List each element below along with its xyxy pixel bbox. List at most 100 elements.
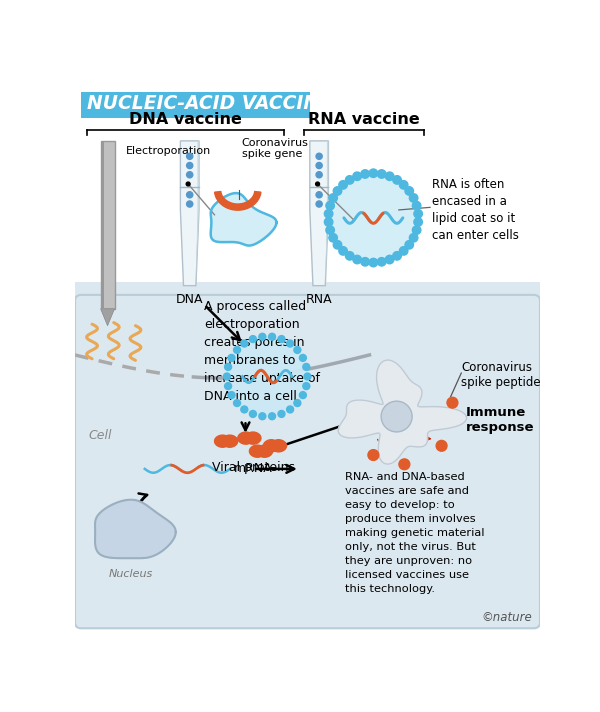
FancyBboxPatch shape <box>75 295 540 628</box>
Circle shape <box>187 172 193 178</box>
Circle shape <box>405 187 413 195</box>
Circle shape <box>294 399 301 407</box>
Circle shape <box>316 182 320 186</box>
Circle shape <box>269 413 275 419</box>
Circle shape <box>414 209 422 218</box>
Circle shape <box>287 406 293 413</box>
Circle shape <box>269 333 275 340</box>
Circle shape <box>412 226 421 234</box>
Circle shape <box>223 373 230 380</box>
Circle shape <box>325 209 333 218</box>
Circle shape <box>447 397 458 408</box>
Circle shape <box>304 373 311 380</box>
Circle shape <box>303 382 310 389</box>
FancyBboxPatch shape <box>101 141 115 309</box>
Circle shape <box>329 194 337 202</box>
Text: mRNA: mRNA <box>234 462 272 476</box>
Circle shape <box>259 333 266 340</box>
Circle shape <box>333 241 342 249</box>
Circle shape <box>224 382 232 389</box>
Text: A process called
electroporation
creates pores in
membranes to
increase uptake o: A process called electroporation creates… <box>205 300 320 402</box>
Text: Nucleus: Nucleus <box>109 569 153 579</box>
Circle shape <box>241 406 248 413</box>
Polygon shape <box>211 193 277 246</box>
Text: NUCLEIC-ACID VACCINES: NUCLEIC-ACID VACCINES <box>88 94 346 113</box>
Circle shape <box>325 218 333 226</box>
Polygon shape <box>310 141 328 286</box>
Circle shape <box>316 153 322 159</box>
Text: RNA: RNA <box>306 293 332 306</box>
Circle shape <box>385 256 394 263</box>
Circle shape <box>224 363 232 370</box>
Circle shape <box>250 335 256 342</box>
Circle shape <box>436 441 447 451</box>
Polygon shape <box>95 500 176 558</box>
Circle shape <box>241 340 248 347</box>
Circle shape <box>339 181 347 189</box>
Polygon shape <box>181 141 199 286</box>
Circle shape <box>259 413 266 419</box>
Circle shape <box>400 181 408 189</box>
Circle shape <box>393 251 401 260</box>
Circle shape <box>353 172 361 180</box>
Polygon shape <box>250 445 272 457</box>
Circle shape <box>233 399 241 407</box>
Circle shape <box>187 201 193 207</box>
Circle shape <box>294 347 301 353</box>
Polygon shape <box>227 337 308 417</box>
Circle shape <box>377 169 386 178</box>
Circle shape <box>399 459 410 470</box>
Circle shape <box>414 218 422 226</box>
FancyBboxPatch shape <box>81 92 310 117</box>
Polygon shape <box>338 360 467 464</box>
Polygon shape <box>215 192 261 210</box>
Circle shape <box>412 201 421 210</box>
Circle shape <box>385 172 394 180</box>
Circle shape <box>361 258 370 266</box>
Text: Coronavirus
spike gene: Coronavirus spike gene <box>242 138 308 159</box>
Circle shape <box>299 392 307 399</box>
Circle shape <box>368 450 379 461</box>
Circle shape <box>329 234 337 242</box>
FancyBboxPatch shape <box>101 141 104 309</box>
FancyBboxPatch shape <box>75 282 540 305</box>
Circle shape <box>326 226 334 234</box>
Text: Immune
response: Immune response <box>466 407 534 434</box>
Circle shape <box>316 172 322 178</box>
Circle shape <box>186 182 190 186</box>
Circle shape <box>228 355 235 362</box>
Text: ©nature: ©nature <box>482 612 532 624</box>
Polygon shape <box>196 141 199 286</box>
Circle shape <box>187 153 193 159</box>
Circle shape <box>278 335 285 342</box>
Circle shape <box>299 355 307 362</box>
Text: DNA: DNA <box>176 293 203 306</box>
Circle shape <box>250 411 256 417</box>
Circle shape <box>339 246 347 255</box>
Circle shape <box>316 162 322 169</box>
Text: Coronavirus
spike peptide: Coronavirus spike peptide <box>461 361 541 389</box>
Text: RNA- and DNA-based
vaccines are safe and
easy to develop: to
produce them involv: RNA- and DNA-based vaccines are safe and… <box>344 472 484 594</box>
Circle shape <box>409 234 418 242</box>
Text: RNA vaccine: RNA vaccine <box>308 112 419 127</box>
Circle shape <box>326 201 334 210</box>
Text: Electroporation: Electroporation <box>126 145 211 155</box>
Circle shape <box>369 169 377 177</box>
Circle shape <box>328 173 418 263</box>
Polygon shape <box>215 435 238 447</box>
Circle shape <box>377 258 386 266</box>
Text: DNA vaccine: DNA vaccine <box>129 112 242 127</box>
Circle shape <box>400 246 408 255</box>
Text: Cell: Cell <box>89 429 112 442</box>
Circle shape <box>353 256 361 263</box>
Circle shape <box>405 241 413 249</box>
Circle shape <box>187 162 193 169</box>
Circle shape <box>346 176 354 184</box>
Circle shape <box>316 192 322 198</box>
Circle shape <box>303 363 310 370</box>
Circle shape <box>233 347 241 353</box>
Circle shape <box>361 169 370 178</box>
Circle shape <box>287 340 293 347</box>
Polygon shape <box>238 432 261 444</box>
Polygon shape <box>101 309 115 325</box>
